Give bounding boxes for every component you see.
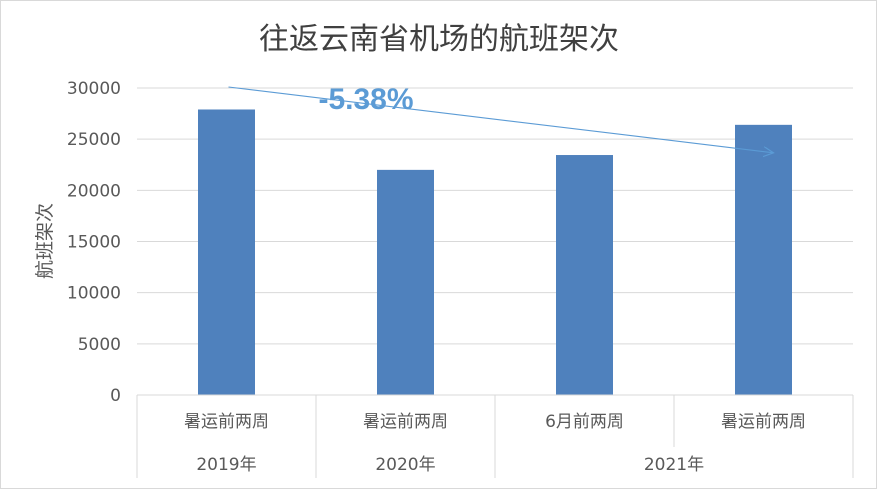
group-label: 2021年	[644, 455, 704, 475]
x-tick-label: 6月前两周	[545, 412, 624, 432]
x-axis: 暑运前两周 暑运前两周 6月前两周 暑运前两周 2019年 2020年 2021年	[136, 394, 854, 478]
y-tick-label: 20000	[67, 181, 121, 201]
bar	[377, 169, 434, 395]
y-tick-label: 30000	[67, 79, 121, 99]
y-tick-label: 5000	[78, 335, 121, 355]
y-tick-label: 25000	[67, 130, 121, 150]
bar	[735, 124, 792, 395]
gridlines: 0 5000 10000 15000 20000 25000 30000	[67, 79, 853, 406]
chart-title: 往返云南省机场的航班架次	[259, 22, 619, 57]
group-label: 2019年	[196, 455, 256, 475]
y-tick-label: 10000	[67, 284, 121, 304]
y-tick-label: 0	[110, 386, 121, 406]
bars	[198, 109, 792, 396]
trend-annotation: -5.38%	[228, 83, 774, 153]
y-axis-label: 航班架次	[34, 203, 56, 279]
y-tick-label: 15000	[67, 233, 121, 253]
group-label: 2020年	[375, 455, 435, 475]
bar	[556, 155, 613, 395]
change-percent-label: -5.38%	[318, 83, 413, 116]
x-tick-label: 暑运前两周	[363, 412, 448, 432]
x-tick-label: 暑运前两周	[721, 412, 806, 432]
bar	[198, 109, 255, 396]
x-tick-label: 暑运前两周	[184, 412, 269, 432]
trend-arrow	[228, 86, 774, 153]
